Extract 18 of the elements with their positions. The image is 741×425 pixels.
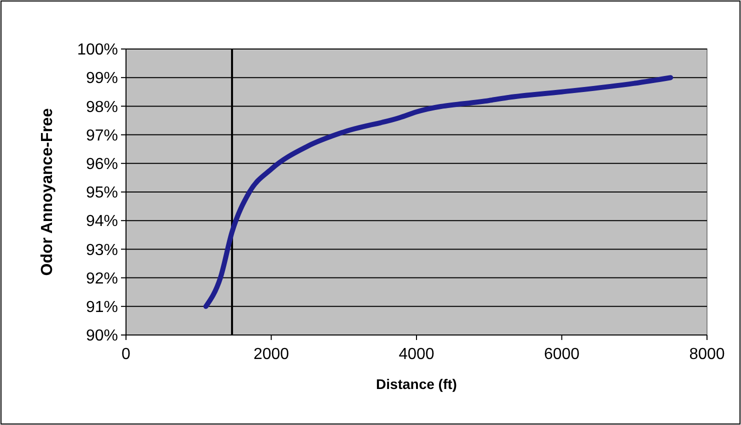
y-tick-label: 97% bbox=[86, 127, 118, 144]
y-tick-label: 90% bbox=[86, 328, 118, 345]
y-tick-label: 100% bbox=[77, 42, 118, 59]
x-tick-label: 0 bbox=[122, 346, 131, 363]
y-tick-label: 95% bbox=[86, 184, 118, 202]
y-tick-label: 93% bbox=[86, 242, 118, 259]
y-tick-label: 92% bbox=[86, 270, 118, 288]
y-tick-label: 96% bbox=[86, 156, 118, 173]
x-tick-label: 4000 bbox=[398, 346, 434, 363]
y-tick-label: 99% bbox=[86, 70, 118, 88]
x-tick-label: 2000 bbox=[253, 346, 290, 363]
x-tick-label: 8000 bbox=[689, 346, 725, 363]
y-tick-label: 98% bbox=[86, 98, 118, 116]
y-tick-label: 91% bbox=[86, 299, 118, 316]
y-axis-title: Odor Annoyance-Free bbox=[39, 108, 56, 276]
x-tick-label: 6000 bbox=[544, 346, 580, 363]
y-tick-label: 94% bbox=[86, 213, 118, 230]
x-axis-title: Distance (ft) bbox=[376, 376, 457, 392]
